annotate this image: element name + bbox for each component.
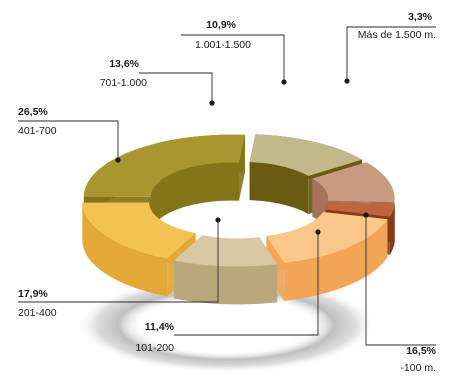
pct-label-3: 26,5%	[18, 106, 48, 118]
slice-outer-wall-1	[173, 260, 278, 305]
slice-1	[173, 235, 278, 305]
label-slice-0: 16,5% -100 m.	[400, 345, 436, 374]
cat-label-3: 401-700	[18, 125, 57, 137]
anchor-dot-3	[115, 157, 121, 163]
cat-label-6: Más de 1.500 m.	[358, 29, 436, 41]
slice-top-1	[173, 235, 278, 267]
slice-top-2	[82, 202, 196, 259]
cat-label-4: 701-1.000	[100, 77, 147, 89]
leader-line-0	[365, 215, 436, 346]
pct-label-1: 11,4%	[145, 321, 175, 333]
label-slice-3: 26,5% 401-700	[18, 106, 57, 137]
leader-line-1	[174, 232, 319, 336]
cat-label-1: 101-200	[135, 342, 174, 354]
pct-label-2: 17,9%	[18, 288, 48, 300]
label-slice-4: 13,6% 701-1.000	[100, 58, 147, 89]
leader-line-4	[139, 72, 213, 103]
slice-top-0	[266, 212, 388, 263]
slice-outer-wall-6	[389, 204, 395, 255]
label-slice-2: 17,9% 201-400	[18, 288, 57, 319]
label-slice-6: 3,3% Más de 1.500 m.	[358, 11, 436, 41]
anchor-dot-5	[281, 79, 287, 85]
anchor-dot-6	[344, 78, 350, 84]
slice-outer-wall-0	[284, 219, 388, 301]
leader-line-6	[346, 26, 436, 81]
slice-0	[266, 212, 388, 301]
label-slice-5: 10,9% 1.001-1.500	[195, 19, 251, 51]
slice-top-3	[83, 134, 245, 197]
anchor-dot-1	[315, 229, 321, 235]
leader-line-5	[181, 34, 285, 82]
pct-label-4: 13,6%	[109, 58, 139, 70]
anchor-dot-0	[363, 212, 369, 218]
slice-inner-wall-3	[150, 162, 239, 235]
pct-label-6: 3,3%	[408, 11, 433, 23]
ground-shadow-inner	[138, 303, 314, 347]
slice-top-6	[325, 202, 395, 217]
leader-line-2	[18, 220, 219, 303]
cat-label-2: 201-400	[18, 307, 57, 319]
pct-label-5: 10,9%	[206, 19, 236, 31]
slice-top-5	[312, 162, 395, 203]
anchor-dot-4	[209, 100, 215, 106]
cat-label-0: -100 m.	[400, 362, 436, 374]
label-slice-1: 11,4% 101-200	[135, 321, 174, 354]
slices-layer	[82, 134, 395, 305]
anchor-dot-2	[215, 217, 221, 223]
slice-outer-wall-2	[82, 202, 168, 297]
slice-top-4	[249, 134, 363, 176]
cat-label-5: 1.001-1.500	[195, 39, 251, 51]
leaders-layer	[18, 26, 436, 346]
leader-line-3	[18, 120, 119, 160]
pct-label-0: 16,5%	[406, 345, 436, 357]
